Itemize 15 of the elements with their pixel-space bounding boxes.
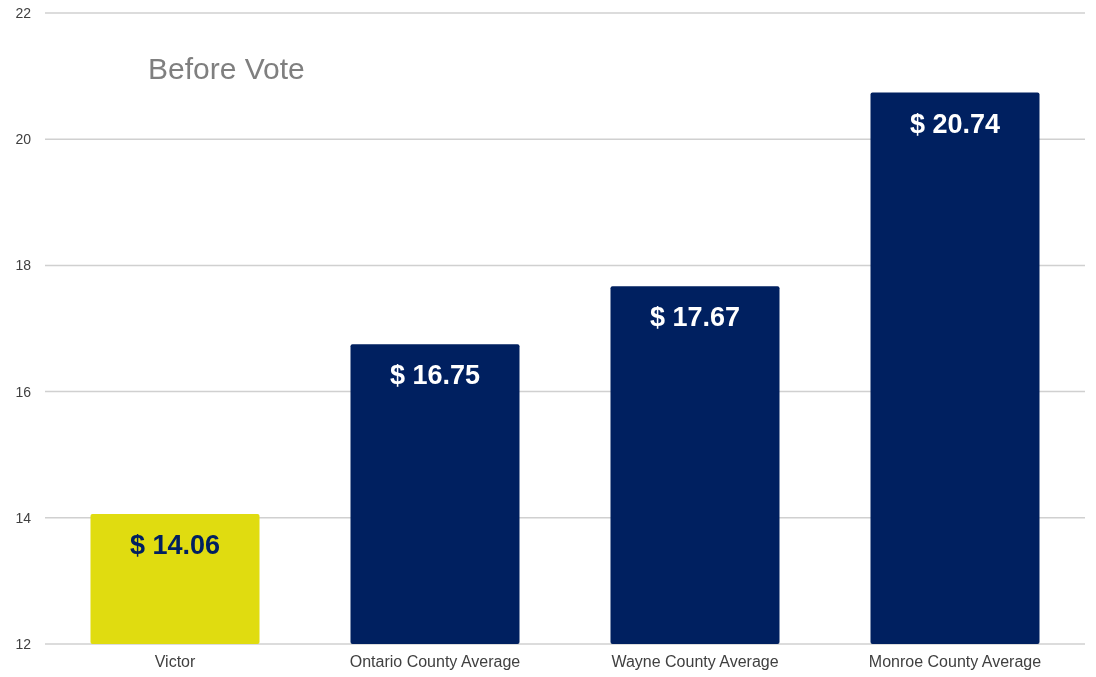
data-label: $ 14.06 — [129, 530, 221, 561]
data-label: $ 20.74 — [909, 108, 1001, 139]
text: Before Vote — [148, 52, 305, 85]
x-tick-label: Monroe County Average — [868, 653, 1042, 670]
data-label: $ 17.67 — [649, 302, 741, 333]
y-tick-label: 18 — [15, 257, 32, 274]
x-tick-label: Ontario County Average — [349, 653, 521, 670]
y-tick-label: 22 — [15, 4, 32, 21]
y-tick-label: 20 — [15, 131, 32, 148]
x-tick-label: Victor — [154, 653, 196, 670]
y-tick-label: 14 — [15, 509, 32, 526]
y-tick-label: 12 — [15, 635, 32, 652]
data-label: $ 16.75 — [389, 360, 481, 391]
x-tick-label: Wayne County Average — [611, 653, 779, 670]
y-tick-label: 16 — [15, 383, 32, 400]
